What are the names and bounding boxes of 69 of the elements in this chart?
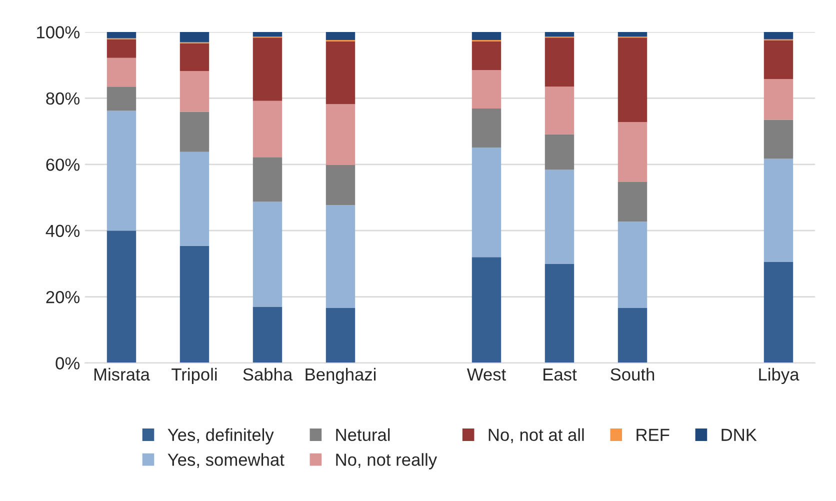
x-tick-label: Benghazi xyxy=(306,368,376,384)
bar xyxy=(618,182,648,222)
bar xyxy=(544,32,574,37)
bar xyxy=(472,41,502,70)
x-tick-label: Misrata xyxy=(94,368,150,381)
bar xyxy=(106,58,136,87)
bar xyxy=(618,222,648,308)
bar xyxy=(544,86,574,134)
bar xyxy=(618,32,648,37)
bar xyxy=(326,32,356,40)
bar xyxy=(472,32,502,40)
x-tick-label: Tripoli xyxy=(172,368,217,384)
bar xyxy=(764,32,794,40)
bar xyxy=(326,104,356,166)
y-tick-label: 40% xyxy=(46,224,80,238)
bar xyxy=(106,32,136,38)
y-tick-label: 100% xyxy=(37,26,80,38)
bar xyxy=(326,165,356,206)
bar xyxy=(544,134,574,170)
bar xyxy=(180,32,210,42)
bar xyxy=(472,148,502,258)
bar xyxy=(252,202,282,307)
y-tick-label: 60% xyxy=(46,158,80,171)
bar xyxy=(326,205,356,308)
bar xyxy=(472,70,502,108)
bar xyxy=(764,40,794,79)
bar xyxy=(252,306,282,363)
bar xyxy=(252,38,282,101)
bar xyxy=(764,120,794,159)
bar xyxy=(180,43,210,72)
bar xyxy=(326,308,356,363)
y-tick-label: 20% xyxy=(46,290,80,304)
x-tick-label: East xyxy=(544,368,577,381)
legend-label: DNK xyxy=(722,428,757,441)
bar xyxy=(544,170,574,264)
bar xyxy=(618,38,648,122)
y-tick-label: 0% xyxy=(56,357,80,370)
bar xyxy=(544,264,574,363)
bar xyxy=(252,157,282,202)
bar xyxy=(106,86,136,111)
bar xyxy=(618,122,648,182)
x-tick-label: South xyxy=(610,368,654,381)
bar xyxy=(764,262,794,363)
bar xyxy=(252,100,282,158)
legend-label: No, not really xyxy=(336,453,438,470)
legend-label: Netural xyxy=(336,428,390,442)
bar xyxy=(544,38,574,87)
x-tick-label: West xyxy=(466,368,506,381)
legend-label: No, not at all xyxy=(488,428,584,444)
bar xyxy=(618,308,648,363)
bar xyxy=(326,41,356,104)
bar xyxy=(180,246,210,363)
bar xyxy=(180,71,210,112)
x-tick-label: Sabha xyxy=(243,368,293,381)
legend-label: REF xyxy=(636,428,670,441)
bar xyxy=(106,110,136,231)
bar xyxy=(472,257,502,363)
y-tick-label: 80% xyxy=(46,92,80,105)
legend-label: Yes, somewhat xyxy=(168,453,284,468)
bar xyxy=(764,158,794,262)
bar xyxy=(764,79,794,120)
x-tick-label: Libya xyxy=(759,368,800,384)
bar xyxy=(252,32,282,37)
bar xyxy=(472,108,502,148)
bar xyxy=(180,152,210,246)
legend-label: Yes, definitely xyxy=(168,428,274,444)
bar xyxy=(106,230,136,363)
bar xyxy=(180,112,210,152)
bar xyxy=(106,39,136,58)
